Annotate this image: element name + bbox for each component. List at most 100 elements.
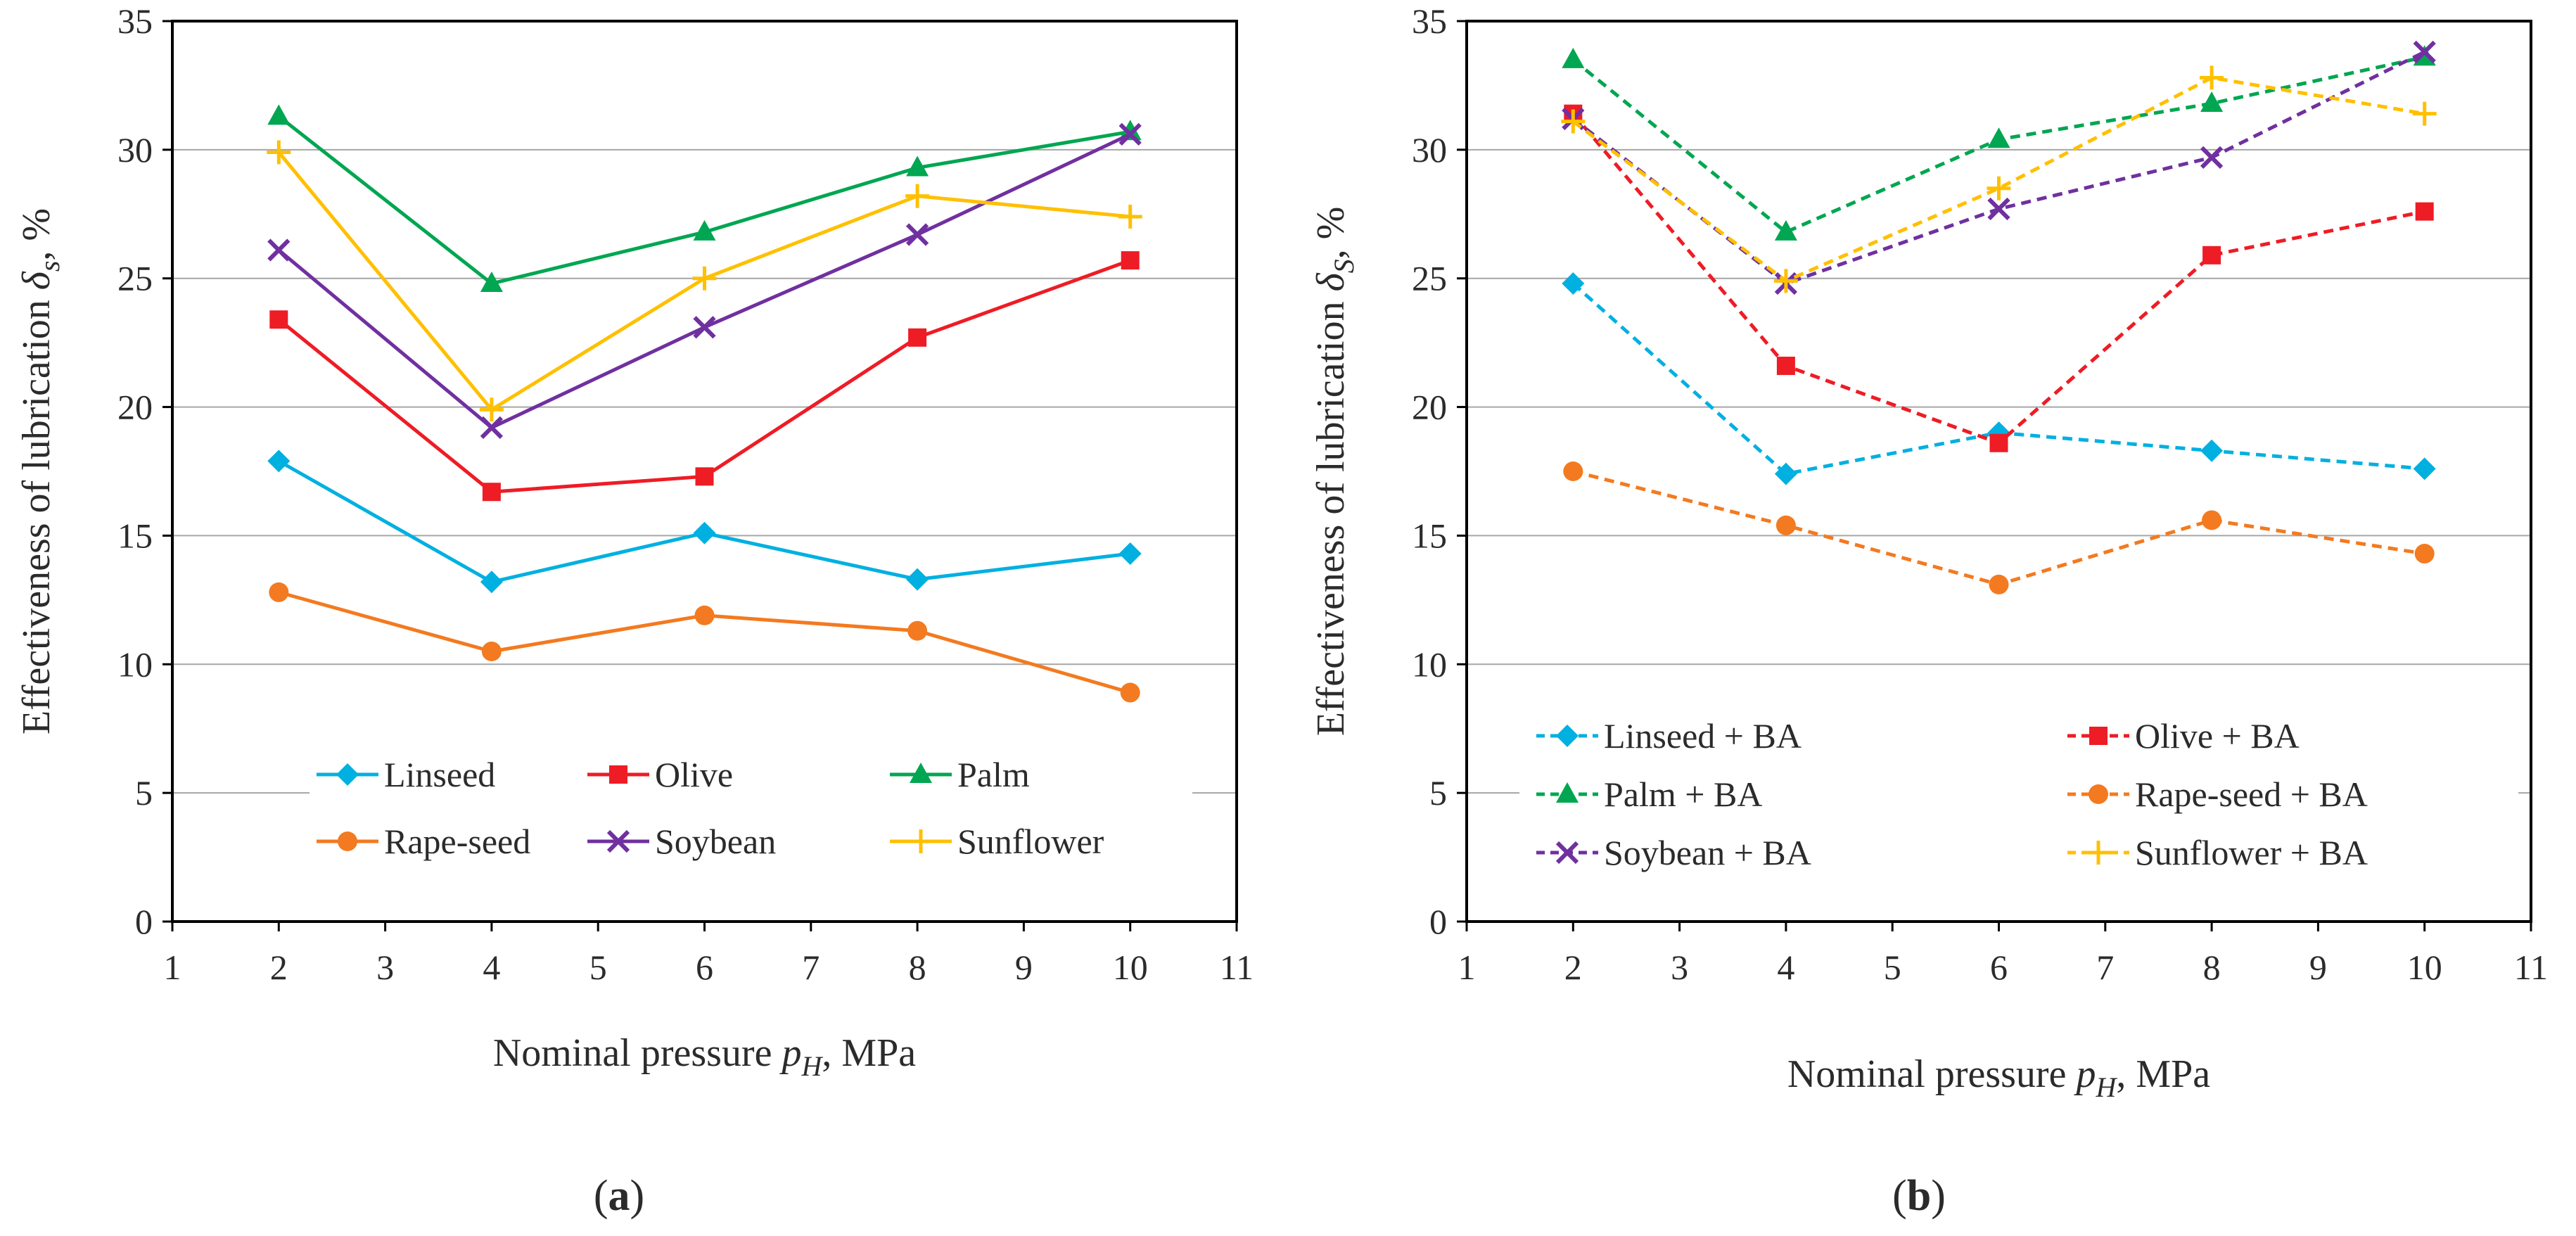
data-point-soybean: [480, 416, 504, 439]
y-tick-label: 20: [117, 388, 153, 427]
data-point-soybean-ba: [2413, 40, 2436, 64]
x-tick-label: 3: [1671, 948, 1688, 987]
x-tick-label: 2: [1564, 948, 1582, 987]
data-point-rape-seed: [1120, 682, 1140, 703]
data-point-sunflower: [479, 397, 504, 422]
y-tick-label: 30: [1412, 130, 1447, 170]
data-point-soybean: [1118, 122, 1142, 146]
legend-marker-circle: [2089, 784, 2108, 804]
x-tick-label: 8: [909, 948, 926, 987]
y-tick-label: 15: [1412, 516, 1447, 555]
y-axis-title: Effectiveness of lubrication δs, %: [15, 208, 65, 734]
legend-label: Rape-seed: [384, 822, 530, 861]
data-point-linseed-ba: [1774, 462, 1797, 485]
data-point-rape-seed-ba: [1775, 515, 1796, 535]
data-point-linseed: [480, 571, 503, 594]
x-tick-label: 11: [1220, 948, 1254, 987]
data-point-linseed: [1118, 542, 1142, 566]
data-point-olive: [269, 310, 288, 329]
data-point-sunflower-ba: [1987, 176, 2011, 200]
x-axis-title: Nominal pressure pH, MPa: [493, 1031, 916, 1082]
y-tick-label: 25: [117, 259, 153, 298]
legend-label: Olive: [655, 755, 733, 794]
data-point-olive-ba: [2415, 202, 2434, 221]
series-sunflower: [267, 140, 1142, 422]
legend-label: Sunflower: [957, 822, 1104, 861]
data-point-linseed-ba: [2413, 457, 2436, 480]
x-tick-label: 3: [376, 948, 394, 987]
data-point-sunflower: [905, 184, 930, 208]
data-point-palm-ba: [1774, 219, 1797, 241]
legend-background: [310, 739, 1192, 862]
legend-marker-square: [2089, 727, 2108, 745]
data-point-palm: [693, 219, 716, 241]
series-linseed: [267, 450, 1142, 594]
legend-label: Sunflower + BA: [2135, 833, 2368, 872]
legend-label: Soybean + BA: [1604, 833, 1811, 872]
legend-marker-triangle: [910, 763, 932, 783]
x-axis-title: Nominal pressure pH, MPa: [1787, 1052, 2210, 1103]
legend-label: Rape-seed + BA: [2135, 775, 2368, 814]
data-point-sunflower-ba: [2412, 101, 2437, 126]
x-tick-label: 7: [2096, 948, 2114, 987]
legend-label: Soybean: [655, 822, 776, 861]
series-olive: [269, 251, 1140, 502]
legend-label: Linseed + BA: [1604, 716, 1802, 756]
chart-a: 0 5 10 15 20 25 30 35 1 2 3 4 5 6 7 8 9 10 11 Nominal press…: [15, 1, 1254, 1220]
x-tick-label: 5: [589, 948, 607, 987]
data-point-palm: [480, 272, 503, 293]
panel-caption: (b): [1892, 1172, 1946, 1220]
y-tick-label: 5: [1429, 773, 1447, 813]
data-point-olive-ba: [2202, 246, 2221, 265]
legend-background: [1519, 696, 2518, 886]
data-point-soybean: [905, 223, 929, 246]
legend-marker-plus: [909, 829, 933, 853]
x-tick-label: 1: [1458, 948, 1476, 987]
legend-marker-square: [609, 765, 627, 784]
data-point-linseed-ba: [1562, 272, 1585, 295]
x-tick-label: 1: [164, 948, 181, 987]
data-point-olive-ba: [1776, 357, 1795, 376]
x-tick-label: 8: [2203, 948, 2221, 987]
data-point-linseed-ba: [2200, 439, 2224, 462]
y-tick-label: 35: [117, 1, 153, 41]
data-point-rape-seed: [269, 582, 289, 602]
series-line-palm: [277, 115, 1131, 286]
data-point-rape-seed: [694, 605, 715, 625]
legend-item-palm: Palm: [890, 755, 1030, 794]
data-point-palm: [906, 155, 929, 177]
legend-marker-triangle: [1556, 782, 1579, 803]
data-point-soybean: [693, 316, 716, 339]
y-tick-label: 10: [1412, 644, 1447, 684]
data-point-palm-ba: [1562, 47, 1585, 68]
data-point-palm-ba: [2200, 91, 2224, 113]
series-rape-seed-ba: [1563, 461, 2435, 594]
legend-marker-plus: [2086, 841, 2110, 865]
x-tick-label: 4: [483, 948, 500, 987]
legend-item-sunflower: Sunflower: [890, 822, 1104, 861]
legend-marker-diamond: [1556, 725, 1579, 747]
data-point-soybean-ba: [2200, 146, 2224, 169]
data-point-rape-seed-ba: [1563, 461, 1583, 481]
legend-label: Palm + BA: [1604, 775, 1762, 814]
data-point-soybean-ba: [1987, 197, 2010, 221]
y-tick-label: 15: [117, 516, 153, 555]
legend: Linseed + BA Olive + BA Palm + BA Rape-seed…: [1519, 696, 2518, 886]
data-point-sunflower: [1118, 204, 1142, 229]
x-tick-label: 9: [2309, 948, 2327, 987]
data-point-sunflower-ba: [2200, 65, 2224, 90]
series-line-sunflower-ba: [1571, 75, 2425, 283]
x-tick-label: 10: [1113, 948, 1148, 987]
data-point-rape-seed-ba: [2414, 544, 2435, 564]
legend-item-soybean: Soybean: [587, 822, 776, 861]
data-point-olive: [482, 483, 501, 502]
data-point-rape-seed: [481, 642, 502, 661]
data-point-linseed: [267, 450, 291, 473]
series-olive-ba: [1564, 104, 2434, 452]
y-tick-label: 5: [135, 773, 153, 813]
series-line-olive: [277, 258, 1131, 494]
legend-marker-x: [1555, 841, 1579, 865]
x-tick-label: 2: [270, 948, 288, 987]
legend-item-sunflower-ba: Sunflower + BA: [2067, 833, 2368, 872]
